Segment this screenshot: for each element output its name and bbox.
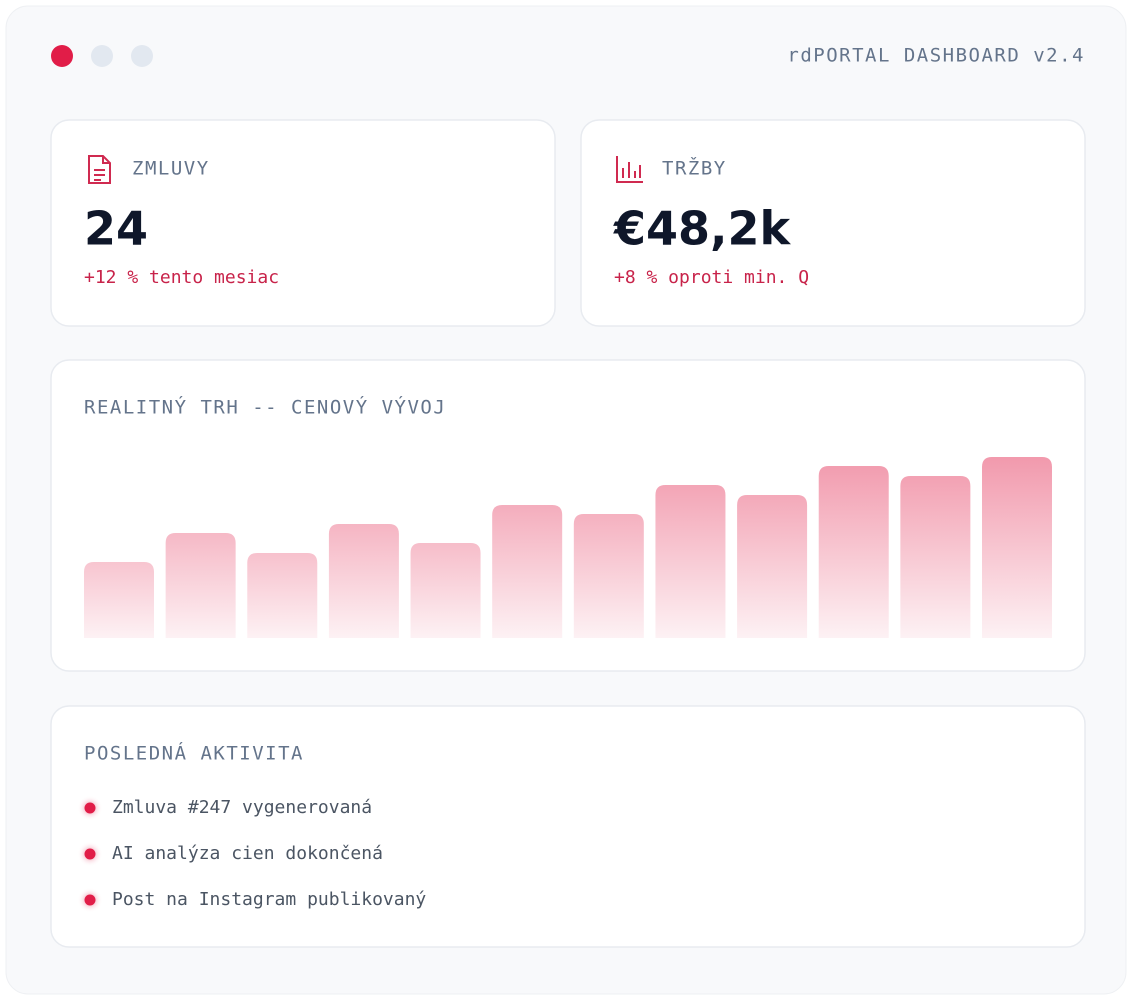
card-value: €48,2k [613,202,792,256]
bars [84,457,1052,638]
bar [410,543,481,638]
chart-title: REALITNÝ TRH -- CENOVÝ VÝVOJ [84,396,446,419]
bar [84,562,154,638]
window-dot[interactable] [51,45,73,67]
activity-dot [84,802,96,814]
bar [492,505,563,638]
stat-card [50,119,556,327]
card-value: 24 [84,202,148,256]
app-title: rdPORTAL DASHBOARD v2.4 [787,45,1085,67]
activity-list: Zmluva #247 vygenerovaná AI analýza cien … [84,797,426,910]
activity-item: AI analýza cien dokončená [112,843,383,864]
window-dot[interactable] [131,45,153,67]
activity-dot [84,894,96,906]
activity-item: Zmluva #247 vygenerovaná [112,797,372,818]
bar [165,533,236,638]
card-change: +8 % oproti min. Q [614,267,809,288]
document-icon [88,155,111,184]
bar [573,514,644,638]
card-label: TRŽBY [662,157,727,180]
bar [737,495,808,638]
bar [900,476,971,638]
stat-card [580,119,1086,327]
activity-title: POSLEDNÁ AKTIVITA [84,742,304,765]
bar [328,524,399,638]
activity-dot [84,848,96,860]
bar [655,485,726,638]
card-change: +12 % tento mesiac [84,267,279,288]
chart-icon [616,156,643,183]
bar [818,466,889,638]
card-label: ZMLUVY [132,158,210,180]
activity-card [50,705,1086,948]
activity-item: Post na Instagram publikovaný [112,889,426,910]
window-dot[interactable] [91,45,113,67]
bar [247,553,318,638]
bar [982,457,1052,638]
